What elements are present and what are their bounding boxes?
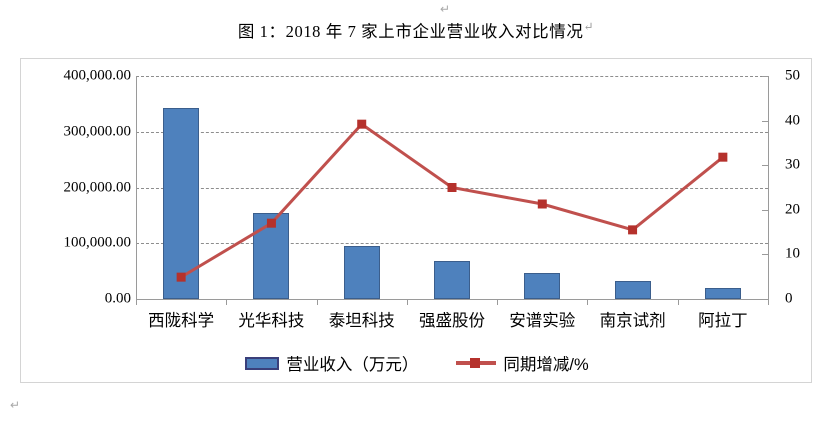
x-axis-tick-mark	[677, 300, 679, 305]
x-axis-category-labels: 西陇科学 光华科技 泰坦科技 强盛股份 安谱实验 南京试剂 阿拉丁	[136, 307, 768, 339]
bar-南京试剂	[614, 281, 651, 299]
y-axis-right-labels: 0 10 20 30 40 50	[776, 68, 816, 307]
gridline	[136, 131, 768, 133]
line-series-path	[180, 122, 724, 279]
y-axis-right-tick-mark	[762, 120, 768, 122]
x-axis-tick-mark	[226, 300, 228, 305]
line-marker-泰坦科技	[357, 119, 367, 129]
y-axis-right-tick-label: 20	[785, 201, 800, 218]
x-axis-label-光华科技: 光华科技	[238, 312, 305, 330]
line-marker-西陇科学	[176, 272, 186, 282]
line-marker-安谱实验	[537, 199, 547, 209]
y-axis-right-tick-mark	[762, 254, 768, 256]
x-axis-line	[136, 299, 769, 300]
gridline	[136, 76, 768, 77]
x-axis-label-阿拉丁: 阿拉丁	[698, 312, 748, 330]
legend-label: 同期增减/%	[503, 356, 589, 374]
bar-阿拉丁	[704, 288, 741, 299]
x-axis-tick-mark	[497, 300, 499, 305]
chart-legend: 营业收入（万元） 同期增减/%	[21, 351, 813, 375]
x-axis-label-安谱实验: 安谱实验	[509, 312, 576, 330]
bar-安谱实验	[524, 272, 561, 299]
y-axis-left-tick-label: 300,000.00	[63, 123, 132, 140]
legend-item-1[interactable]: 营业收入（万元）	[245, 351, 418, 375]
y-axis-right-tick-mark	[762, 76, 768, 77]
x-axis-label-强盛股份: 强盛股份	[419, 312, 485, 330]
bar-泰坦科技	[343, 246, 380, 299]
chart-container: 0.00 100,000.00 200,000.00 300,000.00 400,00…	[20, 58, 812, 383]
y-axis-right-tick-label: 40	[785, 112, 800, 129]
bar-强盛股份	[433, 261, 471, 299]
y-axis-right-tick-label: 10	[785, 245, 800, 262]
y-axis-right-tick-label: 50	[785, 67, 800, 84]
title-pilcrow: ↵	[583, 19, 595, 34]
plot-area	[136, 76, 768, 299]
gridline	[136, 243, 768, 245]
pilcrow-mark-top: ↵	[440, 2, 451, 16]
y-axis-right-tick-label: 30	[785, 156, 800, 173]
y-axis-left-tick-label: 400,000.00	[63, 67, 132, 84]
x-axis-label-泰坦科技: 泰坦科技	[328, 312, 395, 330]
line-marker-阿拉丁	[718, 152, 728, 162]
bar-西陇科学	[163, 107, 200, 299]
chart-title-text: 图 1：2018 年 7 家上市企业营业收入对比情况	[237, 22, 584, 41]
y-axis-left-tick-label: 200,000.00	[63, 179, 132, 195]
y-axis-right-line	[768, 76, 769, 300]
y-axis-left-tick-label: 0.00	[104, 290, 131, 307]
x-axis-tick-mark	[136, 300, 137, 305]
x-axis-label-南京试剂: 南京试剂	[599, 312, 666, 330]
legend-item-2[interactable]: 同期增减/%	[456, 351, 589, 375]
chart-title: 图 1：2018 年 7 家上市企业营业收入对比情况↵	[0, 18, 832, 42]
line-series-overlay	[176, 119, 728, 282]
line-marker-南京试剂	[628, 225, 638, 235]
y-axis-left-tick-label: 100,000.00	[63, 234, 132, 251]
y-axis-right-tick-label: 0	[785, 290, 793, 307]
x-axis-tick-mark	[406, 300, 408, 305]
legend-line-swatch-icon	[456, 356, 497, 370]
x-axis-tick-mark	[768, 300, 769, 305]
legend-label: 营业收入（万元）	[286, 356, 419, 374]
y-axis-right-tick-mark	[762, 209, 768, 211]
x-axis-tick-mark	[587, 300, 589, 305]
line-marker-光华科技	[266, 218, 276, 228]
x-axis-tick-mark	[316, 300, 318, 305]
pilcrow-mark-bottom: ↵	[10, 398, 21, 412]
line-marker-强盛股份	[447, 183, 457, 192]
legend-line-marker	[470, 358, 481, 368]
y-axis-left-labels: 0.00 100,000.00 200,000.00 300,000.00 400,00…	[21, 68, 132, 307]
legend-bar-swatch-icon	[245, 356, 280, 370]
y-axis-left-line	[136, 76, 137, 300]
x-axis-label-西陇科学: 西陇科学	[148, 312, 215, 330]
y-axis-right-tick-mark	[762, 165, 768, 167]
y-axis-right-tick-mark	[762, 299, 768, 300]
